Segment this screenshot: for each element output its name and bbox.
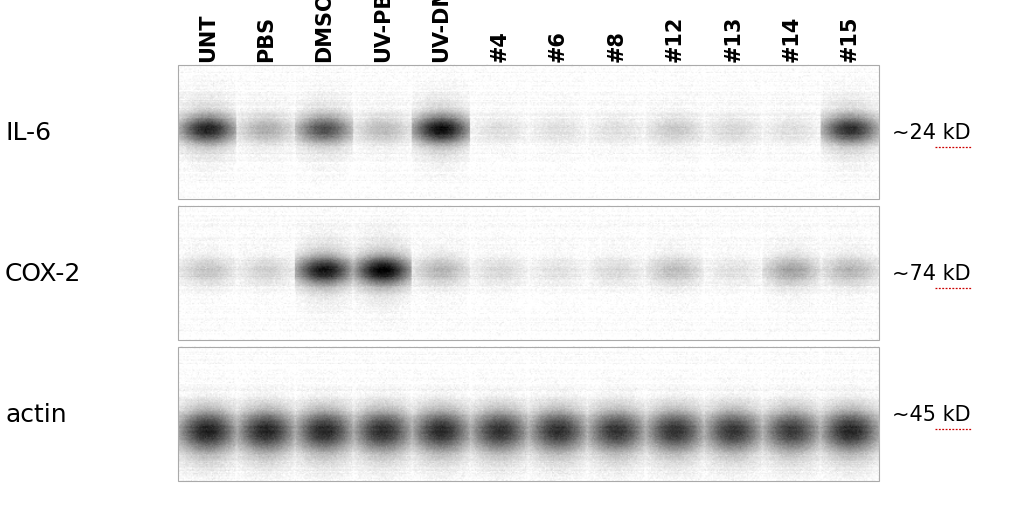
Text: #12: #12 bbox=[664, 15, 684, 62]
Text: PBS: PBS bbox=[256, 16, 276, 62]
Text: UV-PBS: UV-PBS bbox=[373, 0, 392, 62]
Text: ~24 kD: ~24 kD bbox=[892, 123, 970, 142]
Text: UV-DMSO: UV-DMSO bbox=[431, 0, 450, 62]
Text: #4: #4 bbox=[489, 30, 510, 62]
Text: IL-6: IL-6 bbox=[5, 121, 51, 144]
Text: UNT: UNT bbox=[198, 13, 217, 62]
Text: #15: #15 bbox=[840, 15, 859, 62]
Text: #14: #14 bbox=[781, 15, 801, 62]
Text: #8: #8 bbox=[606, 30, 626, 62]
Bar bbox=[178, 66, 878, 199]
Text: #13: #13 bbox=[722, 15, 743, 62]
Text: COX-2: COX-2 bbox=[5, 262, 82, 285]
Text: DMSO: DMSO bbox=[314, 0, 334, 62]
Text: ~45 kD: ~45 kD bbox=[892, 405, 970, 424]
Text: #6: #6 bbox=[547, 30, 568, 62]
Text: ~74 kD: ~74 kD bbox=[892, 264, 970, 283]
Bar bbox=[178, 347, 878, 481]
Text: actin: actin bbox=[5, 402, 66, 426]
Bar bbox=[178, 207, 878, 340]
